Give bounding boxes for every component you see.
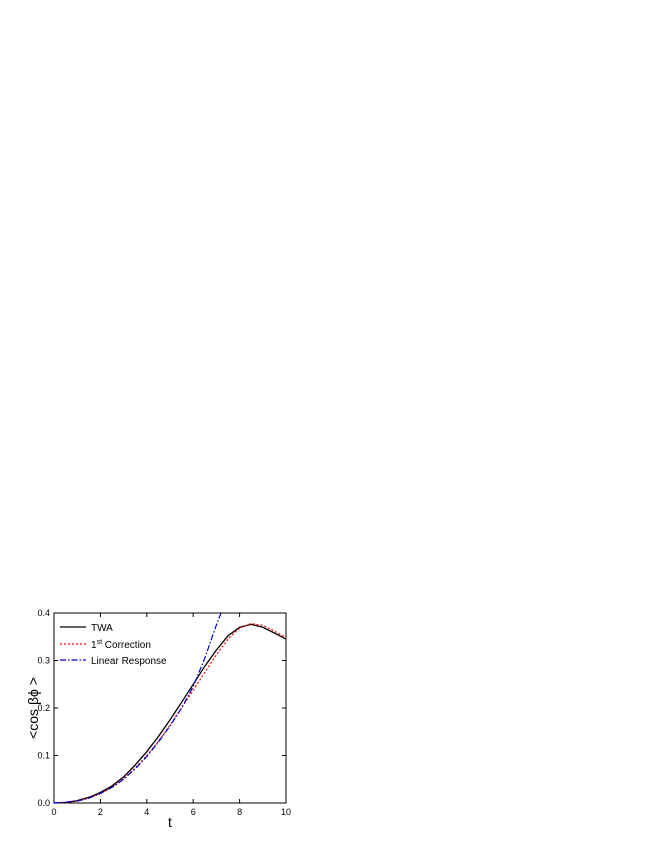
series-line-0	[53, 623, 287, 804]
legend-label-twa: TWA	[91, 623, 113, 634]
x-axis-label: t	[168, 814, 172, 830]
y-tick-label: 0.1	[37, 751, 50, 761]
y-tick-label: 0.4	[37, 608, 50, 618]
plot-frame	[53, 612, 287, 804]
x-tick-label: 4	[144, 807, 149, 817]
x-tick-label: 6	[191, 807, 196, 817]
legend: TWA 1st Correction Linear Response	[60, 623, 167, 667]
legend-label-linear-response: Linear Response	[91, 656, 167, 667]
series-line-2	[53, 612, 222, 804]
y-axis-label: <cos βϕ >	[25, 677, 41, 739]
x-tick-label: 10	[281, 807, 291, 817]
series-group	[53, 612, 287, 804]
x-tick-label: 8	[237, 807, 242, 817]
y-tick-label: 0.2	[37, 703, 50, 713]
axis-ticks: 0 2 4 6 8 10 0.0 0.1 0.2 0.3 0.4	[37, 608, 291, 817]
y-tick-label: 0.0	[37, 798, 50, 808]
series-line-1	[53, 622, 287, 804]
legend-label-1st-correction: 1st Correction	[91, 639, 151, 651]
y-tick-label: 0.3	[37, 656, 50, 666]
x-tick-label: 0	[51, 807, 56, 817]
x-tick-label: 2	[98, 807, 103, 817]
